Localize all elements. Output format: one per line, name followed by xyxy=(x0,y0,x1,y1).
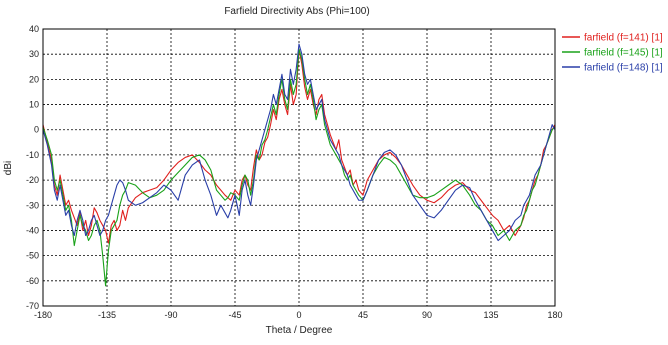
x-tick-labels: -180 -135 -90 -45 0 45 90 135 180 xyxy=(34,310,563,320)
chart-title: Farfield Directivity Abs (Phi=100) xyxy=(224,6,369,17)
y-tick-label: 10 xyxy=(29,100,39,110)
y-axis-title: dBi xyxy=(3,161,14,175)
x-axis-title: Theta / Degree xyxy=(266,325,333,336)
x-tick-label: -45 xyxy=(228,310,241,320)
x-tick-label: 0 xyxy=(296,310,301,320)
y-tick-label: -30 xyxy=(26,200,39,210)
y-tick-label: 20 xyxy=(29,74,39,84)
y-tick-label: -10 xyxy=(26,150,39,160)
legend: farfield (f=141) [1] farfield (f=145) [1]… xyxy=(562,33,663,74)
y-tick-label: 30 xyxy=(29,49,39,59)
grid xyxy=(43,29,555,306)
x-tick-label: 135 xyxy=(483,310,498,320)
legend-label: farfield (f=145) [1] xyxy=(584,48,663,59)
y-tick-label: 40 xyxy=(29,24,39,34)
x-tick-label: -90 xyxy=(164,310,177,320)
y-tick-label: 0 xyxy=(34,125,39,135)
series-lines xyxy=(42,43,556,287)
x-tick-label: 90 xyxy=(422,310,432,320)
plot-frame xyxy=(42,28,556,307)
legend-label: farfield (f=141) [1] xyxy=(584,33,663,44)
y-tick-label: -60 xyxy=(26,276,39,286)
series-line-3 xyxy=(42,43,556,242)
y-tick-label: -50 xyxy=(26,251,39,261)
x-tick-label: -180 xyxy=(34,310,52,320)
y-tick-label: -70 xyxy=(26,301,39,311)
y-tick-label: -40 xyxy=(26,225,39,235)
x-tick-label: 45 xyxy=(358,310,368,320)
y-tick-labels: 40 30 20 10 0 -10 -20 -30 -40 -50 -60 -70 xyxy=(26,24,39,311)
series-line-2 xyxy=(42,48,556,287)
y-tick-label: -20 xyxy=(26,175,39,185)
x-tick-label: 180 xyxy=(547,310,562,320)
legend-label: farfield (f=148) [1] xyxy=(584,63,663,74)
series-line-1 xyxy=(42,48,556,244)
x-tick-label: -135 xyxy=(98,310,116,320)
